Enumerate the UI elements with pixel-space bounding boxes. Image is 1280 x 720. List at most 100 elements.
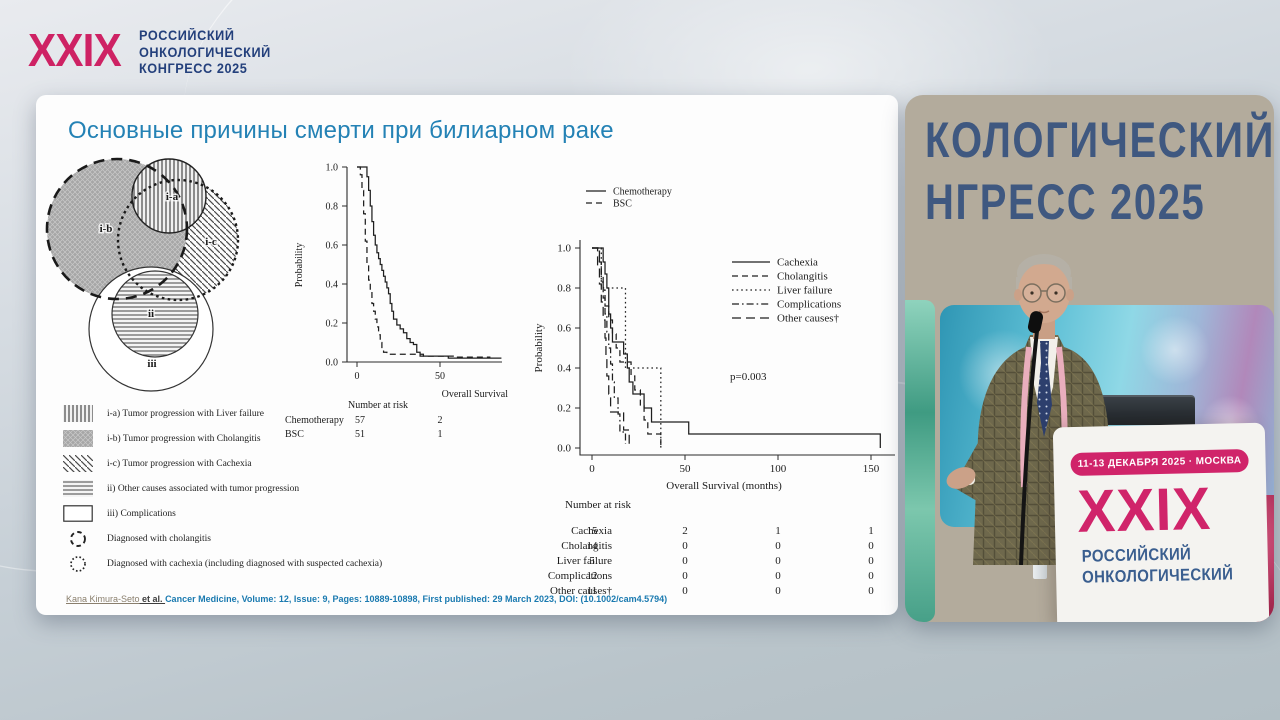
congress-logo-line: КОНГРЕСС 2025 <box>138 61 248 76</box>
svg-text:Probability: Probability <box>533 323 545 372</box>
venn-legend-item: iii) Complications <box>62 501 382 526</box>
svg-text:0: 0 <box>868 540 874 552</box>
podium: 11-13 ДЕКАБРЯ 2025 · МОСКВА XXIX РОССИЙС… <box>1052 422 1270 622</box>
speaker-tie <box>1037 341 1052 437</box>
venn-legend-label: i-c) Tumor progression with Cachexia <box>107 458 252 469</box>
svg-text:Cholangitis: Cholangitis <box>561 540 612 552</box>
venn-diagram: i-a i-b i-c ii iii <box>45 157 240 392</box>
svg-text:1: 1 <box>775 525 781 537</box>
podium-text: РОССИЙСКИЙ ОНКОЛОГИЧЕСКИЙ <box>1055 542 1268 589</box>
svg-text:Liver failure: Liver failure <box>777 285 832 297</box>
checker-swatch-icon <box>62 430 94 447</box>
svg-text:150: 150 <box>863 463 880 475</box>
svg-text:15: 15 <box>587 525 599 537</box>
venn-legend-label: Diagnosed with cachexia (including diagn… <box>107 558 383 569</box>
svg-text:0.2: 0.2 <box>557 403 571 415</box>
svg-text:Cholangitis: Cholangitis <box>777 271 828 283</box>
svg-text:0: 0 <box>775 540 781 552</box>
congress-logo-line: РОССИЙСКИЙ <box>138 28 235 43</box>
svg-text:Other causes†: Other causes† <box>777 313 840 325</box>
citation: Kana Kimura-Seto et al. Cancer Medicine,… <box>66 594 667 604</box>
venn-legend-item: ii) Other causes associated with tumor p… <box>62 476 382 501</box>
diag-swatch-icon <box>62 455 94 472</box>
km-chart-chemo-vs-bsc: 0.0 0.2 0.4 0.6 0.8 1.0 0 50 Probability Overall … <box>285 163 672 441</box>
wall-banner-line: КОЛОГИЧЕСКИЙ <box>925 112 1274 168</box>
svg-text:0.8: 0.8 <box>557 283 571 295</box>
speaker-lanyard <box>1020 346 1032 488</box>
svg-text:1.0: 1.0 <box>326 163 339 174</box>
svg-text:0: 0 <box>682 570 688 582</box>
venn-label-ib: i-b <box>100 223 113 235</box>
svg-text:0: 0 <box>775 555 781 567</box>
presentation-slide: Основные причины смерти при билиарном ра… <box>36 95 898 615</box>
svg-text:BSC: BSC <box>285 429 304 440</box>
congress-logo-text: РОССИЙСКИЙ ОНКОЛОГИЧЕСКИЙ КОНГРЕСС 2025 <box>139 24 279 78</box>
svg-text:0: 0 <box>682 585 688 597</box>
venn-legend-label: Diagnosed with cholangitis <box>107 533 211 544</box>
citation-source: Cancer Medicine, Volume: 12, Issue: 9, P… <box>165 594 668 604</box>
svg-text:Cachexia: Cachexia <box>571 525 612 537</box>
svg-text:0.2: 0.2 <box>326 319 339 330</box>
svg-text:0: 0 <box>868 570 874 582</box>
congress-logo-roman: XXIX <box>28 24 122 76</box>
svg-text:0: 0 <box>868 555 874 567</box>
svg-text:0: 0 <box>355 371 360 382</box>
km-chart-causes-of-death: 0.00.20.40.60.81.00 50 100 150ProbabilityOv… <box>533 240 895 597</box>
slide-title: Основные причины смерти при билиарном ра… <box>68 117 614 144</box>
svg-text:Liver failure: Liver failure <box>557 555 612 567</box>
venn-label-ic: i-c <box>205 236 217 248</box>
svg-text:Probability: Probability <box>294 243 305 287</box>
svg-text:50: 50 <box>435 371 445 382</box>
microphone-stem <box>1019 330 1039 565</box>
svg-text:12: 12 <box>587 570 598 582</box>
podium-roman: XXIX <box>1076 474 1212 545</box>
svg-text:Number at risk: Number at risk <box>348 400 408 411</box>
svg-text:Complications: Complications <box>777 299 841 311</box>
speaker-video-panel: КОЛОГИЧЕСКИЙ НГРЕСС 2025 <box>905 95 1274 622</box>
citation-authors-link[interactable]: Kana Kimura-Seto <box>66 594 140 604</box>
svg-text:1.0: 1.0 <box>557 243 571 255</box>
citation-etal: et al. <box>139 594 166 604</box>
podium-date-badge: 11-13 ДЕКАБРЯ 2025 · МОСКВА <box>1070 448 1249 477</box>
venn-legend: i-a) Tumor progression with Liver failur… <box>62 401 382 576</box>
venn-legend-item: Diagnosed with cholangitis <box>62 526 382 551</box>
svg-text:0: 0 <box>868 585 874 597</box>
venn-legend-label: i-b) Tumor progression with Cholangitis <box>107 433 261 444</box>
svg-text:0: 0 <box>682 540 688 552</box>
dashed-circle-swatch-icon <box>62 529 94 549</box>
svg-text:2: 2 <box>438 415 443 426</box>
congress-logo: XXIX РОССИЙСКИЙ ОНКОЛОГИЧЕСКИЙ КОНГРЕСС … <box>28 24 279 78</box>
svg-text:2: 2 <box>682 525 688 537</box>
svg-text:0.6: 0.6 <box>557 323 571 335</box>
svg-text:Other causes†: Other causes† <box>550 585 613 597</box>
wall-banner: КОЛОГИЧЕСКИЙ НГРЕСС 2025 <box>925 109 1274 233</box>
svg-text:Chemotherapy: Chemotherapy <box>285 415 344 426</box>
venn-label-ia: i-a <box>166 191 179 203</box>
venn-circle-liver-failure <box>131 158 207 234</box>
svg-text:51: 51 <box>355 429 365 440</box>
svg-text:0.4: 0.4 <box>557 363 571 375</box>
svg-text:11: 11 <box>587 585 598 597</box>
svg-text:0: 0 <box>775 570 781 582</box>
svg-text:0: 0 <box>775 585 781 597</box>
hlines-swatch-icon <box>62 480 94 497</box>
svg-text:0.4: 0.4 <box>326 280 339 291</box>
venn-circle-cholangitis-outline <box>45 157 189 301</box>
podium-text-line: ОНКОЛОГИЧЕСКИЙ <box>1081 564 1234 587</box>
venn-legend-item: i-a) Tumor progression with Liver failur… <box>62 401 382 426</box>
svg-text:Overall Survival (months): Overall Survival (months) <box>666 480 782 492</box>
microphone-icon <box>1027 311 1044 334</box>
wall-banner-line: НГРЕСС 2025 <box>925 174 1206 230</box>
svg-text:0.6: 0.6 <box>326 241 339 252</box>
svg-text:0: 0 <box>589 463 595 475</box>
stage-decor-green <box>905 300 935 622</box>
svg-text:BSC: BSC <box>613 199 632 210</box>
venn-legend-label: ii) Other causes associated with tumor p… <box>107 483 300 494</box>
svg-text:1: 1 <box>438 429 443 440</box>
svg-text:Cachexia: Cachexia <box>777 257 818 269</box>
venn-circle-cachexia-outline <box>116 178 240 302</box>
congress-logo-line: ОНКОЛОГИЧЕСКИЙ <box>138 44 271 60</box>
speaker-face <box>1018 263 1070 323</box>
svg-text:Chemotherapy: Chemotherapy <box>613 187 672 198</box>
